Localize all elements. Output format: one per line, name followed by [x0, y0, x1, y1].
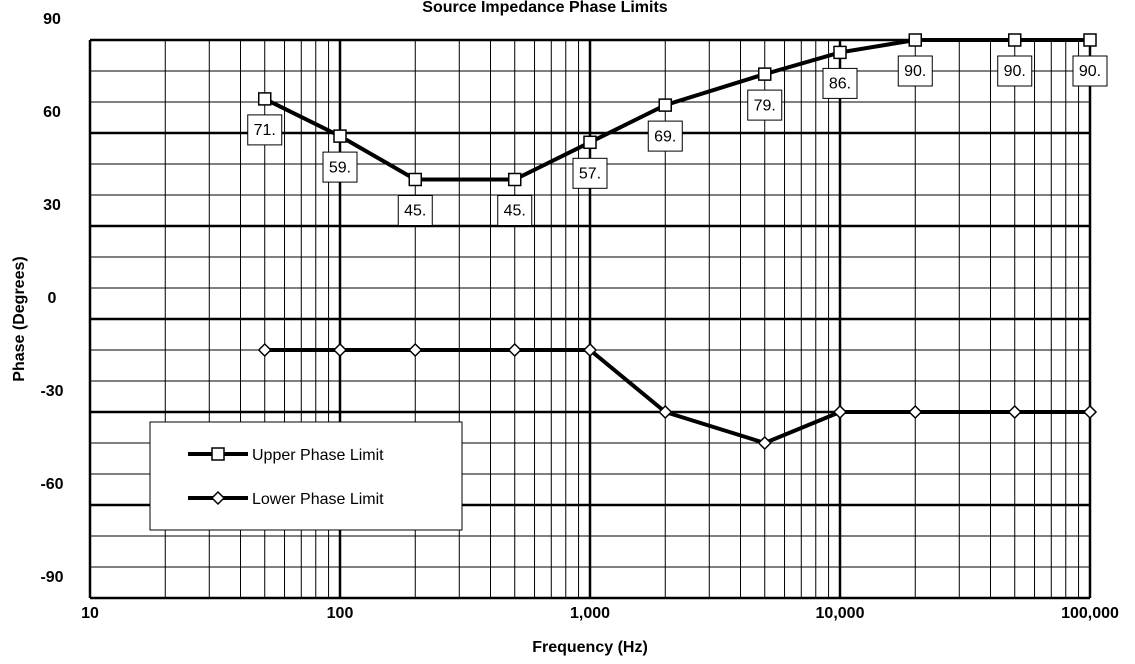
value-label: 79. — [754, 97, 776, 114]
chart-title: Source Impedance Phase Limits — [422, 0, 668, 16]
value-label-box — [822, 67, 858, 99]
series-line — [263, 38, 1090, 182]
data-point — [908, 404, 923, 420]
y-axis-label: Phase (Degrees) — [11, 256, 28, 381]
value-label-box — [322, 151, 358, 183]
data-point — [408, 342, 423, 358]
y-tick-label: -30 — [40, 383, 63, 400]
value-label-box — [897, 55, 933, 87]
value-label-box — [747, 89, 783, 121]
legend-label: Upper Phase Limit — [252, 447, 384, 464]
value-label-box — [1072, 55, 1108, 87]
y-tick-label: -60 — [40, 476, 63, 493]
value-label-box — [397, 195, 433, 226]
value-label: 45. — [404, 203, 426, 220]
value-label: 71. — [254, 122, 276, 139]
value-label: 69. — [654, 128, 676, 145]
data-point — [833, 45, 847, 60]
legend-marker — [210, 490, 226, 506]
value-label: 57. — [579, 166, 601, 183]
data-point — [408, 172, 423, 187]
data-point — [658, 98, 673, 112]
y-tick-label: 60 — [43, 104, 61, 121]
value-label: 90. — [1004, 63, 1026, 80]
value-label: 86. — [829, 76, 851, 93]
data-point — [1082, 404, 1098, 420]
x-tick-label: 100 — [327, 605, 354, 622]
data-point — [583, 135, 597, 150]
y-tick-label: 90 — [43, 11, 61, 28]
value-label-box — [572, 157, 608, 189]
data-point — [658, 404, 673, 420]
x-tick-label: 10,000 — [816, 605, 865, 622]
legend-marker — [211, 447, 225, 461]
data-point — [832, 404, 848, 420]
value-label-box — [997, 55, 1033, 87]
data-point — [257, 342, 272, 358]
legend-label: Lower Phase Limit — [252, 491, 384, 508]
data-point — [507, 172, 522, 187]
y-tick-label: 0 — [48, 290, 57, 307]
value-label-box — [247, 114, 283, 146]
data-point — [1007, 33, 1022, 47]
value-label: 90. — [904, 63, 926, 80]
legend-box — [149, 421, 463, 531]
x-tick-label: 10 — [81, 605, 99, 622]
value-label: 90. — [1079, 63, 1101, 80]
data-point — [333, 129, 347, 143]
data-point — [582, 342, 598, 358]
x-tick-label: 100,000 — [1061, 605, 1119, 622]
data-point — [332, 342, 348, 358]
data-point — [908, 33, 923, 47]
x-axis-label: Frequency (Hz) — [532, 639, 648, 656]
y-tick-label: 30 — [43, 197, 61, 214]
y-tick-label: -90 — [40, 569, 63, 586]
data-point — [257, 92, 272, 106]
value-label: 59. — [329, 159, 351, 176]
data-point — [757, 435, 772, 451]
data-point — [1007, 404, 1022, 420]
value-label-box — [647, 120, 683, 152]
x-tick-label: 1,000 — [570, 605, 610, 622]
value-label: 45. — [504, 203, 526, 220]
data-point — [507, 342, 522, 358]
data-point — [757, 67, 772, 81]
data-point — [1083, 33, 1097, 47]
value-label-box — [497, 195, 533, 226]
